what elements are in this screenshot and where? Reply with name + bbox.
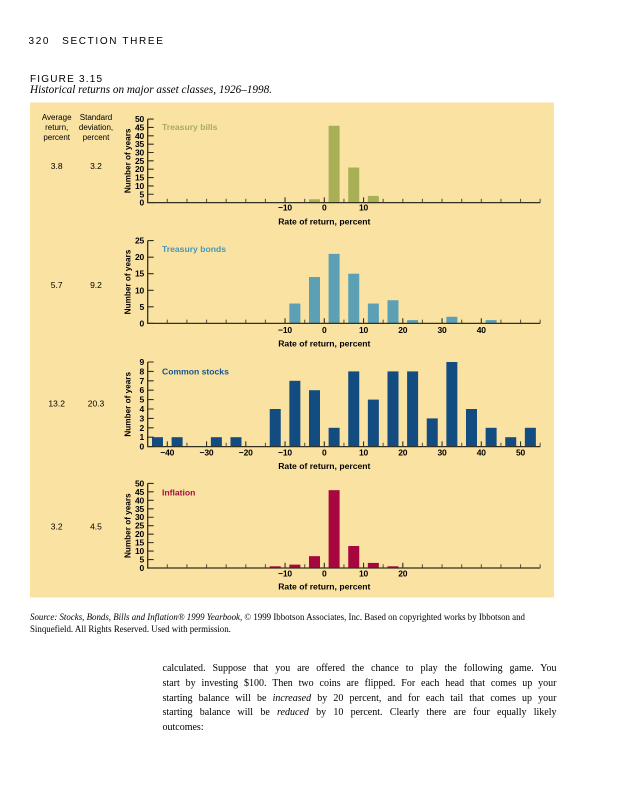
svg-text:5: 5 [139, 189, 144, 199]
svg-text:10: 10 [359, 325, 369, 335]
svg-text:15: 15 [135, 538, 145, 548]
svg-text:−40: −40 [160, 447, 174, 457]
svg-text:Common stocks: Common stocks [162, 366, 229, 376]
svg-text:Rate of return, percent: Rate of return, percent [278, 582, 370, 592]
svg-text:−30: −30 [200, 447, 214, 457]
svg-text:Treasury bonds: Treasury bonds [162, 244, 226, 254]
svg-text:13.2: 13.2 [48, 398, 65, 408]
svg-text:0: 0 [139, 442, 144, 452]
svg-text:10: 10 [359, 569, 369, 579]
svg-text:Average: Average [42, 113, 72, 122]
svg-text:10: 10 [135, 181, 145, 191]
svg-text:45: 45 [135, 122, 145, 132]
svg-text:−10: −10 [278, 325, 292, 335]
svg-text:10: 10 [135, 546, 145, 556]
svg-text:5: 5 [139, 555, 144, 565]
svg-text:−10: −10 [278, 569, 292, 579]
svg-text:−10: −10 [278, 203, 292, 213]
svg-text:Number of years: Number of years [124, 493, 133, 558]
svg-text:Treasury bills: Treasury bills [162, 122, 218, 132]
svg-text:Rate of return, percent: Rate of return, percent [278, 339, 370, 349]
svg-text:20.3: 20.3 [88, 398, 105, 408]
svg-text:40: 40 [135, 495, 145, 505]
svg-text:15: 15 [135, 173, 145, 183]
svg-text:0: 0 [139, 318, 144, 328]
svg-text:return,: return, [45, 123, 68, 132]
svg-text:5: 5 [139, 395, 144, 405]
svg-text:Standard: Standard [80, 113, 112, 122]
svg-text:0: 0 [322, 569, 327, 579]
svg-text:Rate of return, percent: Rate of return, percent [278, 461, 370, 471]
svg-text:0: 0 [139, 563, 144, 573]
svg-text:−10: −10 [278, 447, 292, 457]
svg-text:3: 3 [139, 413, 144, 423]
svg-text:30: 30 [438, 325, 448, 335]
svg-text:1: 1 [139, 432, 144, 442]
svg-text:−20: −20 [239, 447, 253, 457]
svg-text:Number of years: Number of years [124, 128, 133, 193]
svg-text:Number of years: Number of years [124, 249, 133, 314]
svg-text:3.2: 3.2 [90, 161, 102, 171]
svg-text:6: 6 [139, 385, 144, 395]
svg-text:10: 10 [359, 203, 369, 213]
svg-text:25: 25 [135, 236, 145, 246]
svg-text:30: 30 [135, 148, 145, 158]
svg-text:0: 0 [322, 325, 327, 335]
svg-text:20: 20 [398, 569, 408, 579]
svg-text:8: 8 [139, 366, 144, 376]
svg-text:50: 50 [135, 114, 145, 124]
svg-text:30: 30 [135, 512, 145, 522]
svg-text:50: 50 [135, 478, 145, 488]
svg-text:percent: percent [83, 133, 110, 142]
svg-text:10: 10 [135, 285, 145, 295]
svg-text:10: 10 [359, 447, 369, 457]
svg-text:40: 40 [477, 325, 487, 335]
svg-text:5.7: 5.7 [51, 280, 63, 290]
svg-text:25: 25 [135, 156, 145, 166]
svg-text:Rate of return, percent: Rate of return, percent [278, 216, 370, 226]
svg-text:20: 20 [398, 325, 408, 335]
svg-text:20: 20 [135, 252, 145, 262]
svg-text:Number of years: Number of years [124, 372, 133, 437]
svg-text:20: 20 [398, 447, 408, 457]
svg-text:45: 45 [135, 487, 145, 497]
svg-text:4.5: 4.5 [90, 521, 102, 531]
svg-text:3.2: 3.2 [51, 521, 63, 531]
svg-text:25: 25 [135, 521, 145, 531]
svg-text:50: 50 [516, 447, 526, 457]
svg-text:0: 0 [322, 203, 327, 213]
svg-text:35: 35 [135, 504, 145, 514]
svg-text:9.2: 9.2 [90, 280, 102, 290]
svg-text:40: 40 [477, 447, 487, 457]
svg-text:40: 40 [135, 131, 145, 141]
svg-text:Inflation: Inflation [162, 488, 195, 498]
svg-text:percent: percent [43, 133, 70, 142]
svg-text:9: 9 [139, 357, 144, 367]
svg-text:4: 4 [139, 404, 144, 414]
svg-text:35: 35 [135, 139, 145, 149]
svg-text:deviation,: deviation, [79, 123, 113, 132]
svg-text:3.8: 3.8 [51, 161, 63, 171]
svg-text:30: 30 [438, 447, 448, 457]
svg-text:15: 15 [135, 269, 145, 279]
svg-text:20: 20 [135, 164, 145, 174]
svg-text:7: 7 [139, 376, 144, 386]
svg-text:0: 0 [322, 447, 327, 457]
svg-text:5: 5 [139, 302, 144, 312]
svg-text:2: 2 [139, 423, 144, 433]
svg-text:0: 0 [139, 198, 144, 208]
svg-text:20: 20 [135, 529, 145, 539]
